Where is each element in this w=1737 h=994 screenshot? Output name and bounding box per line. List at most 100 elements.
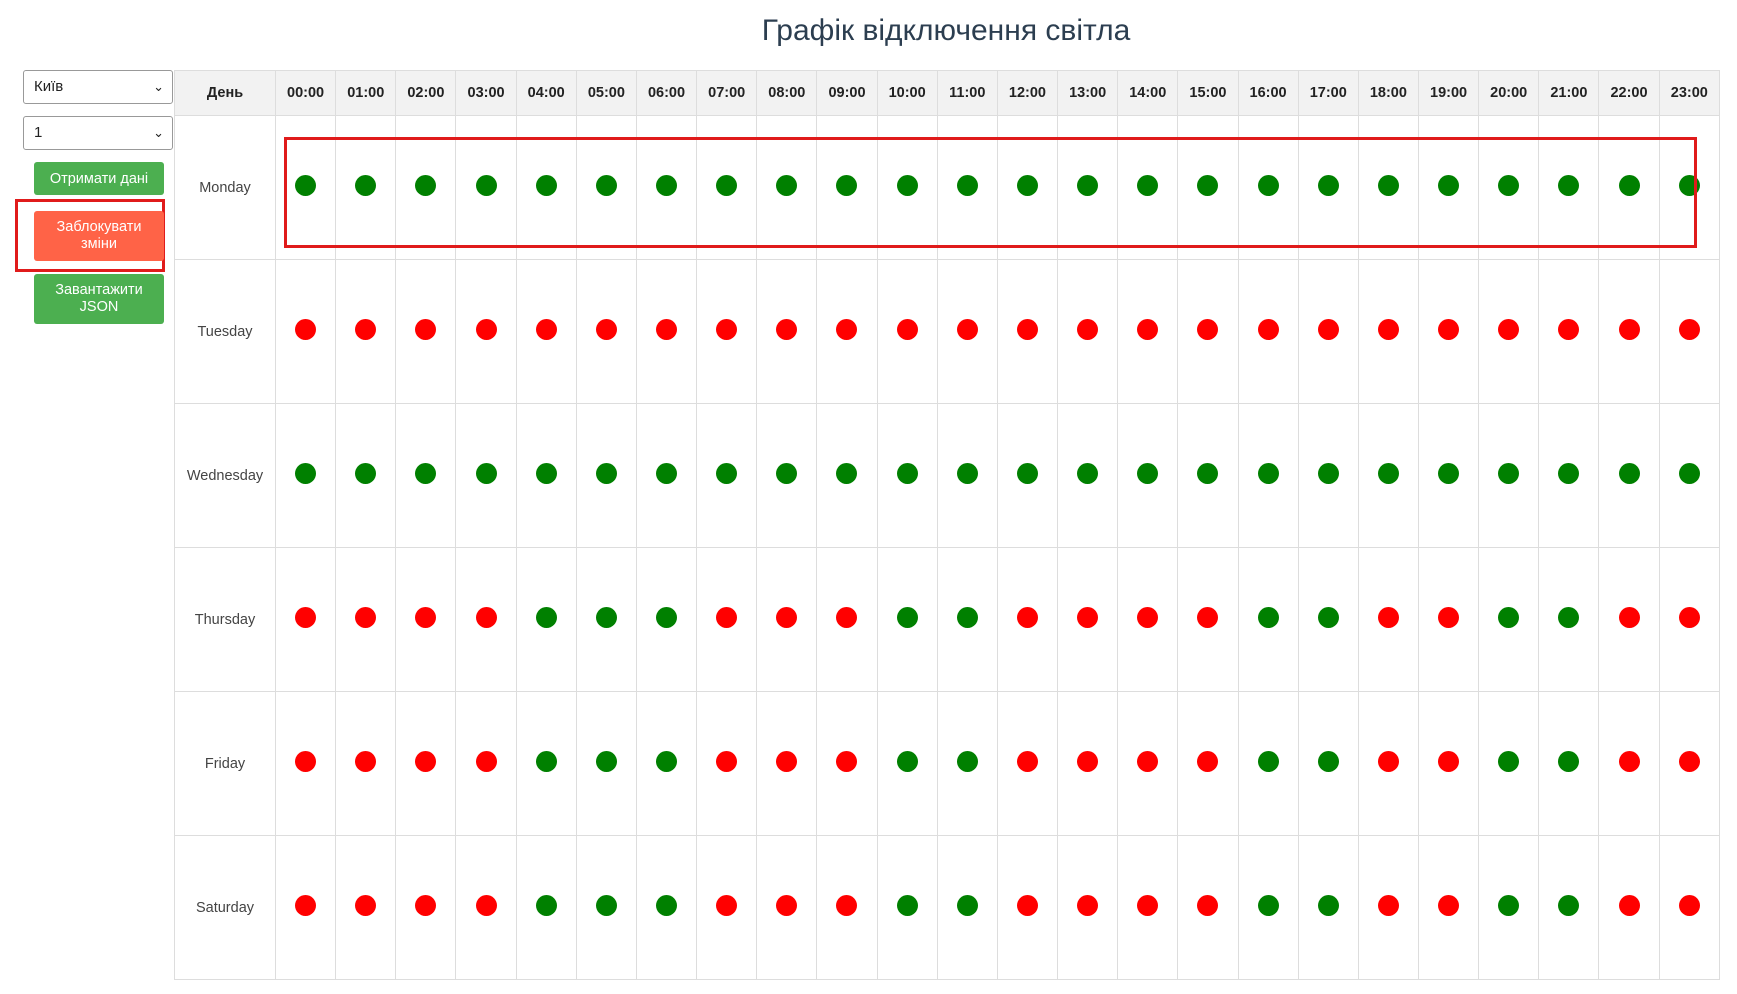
power-off-indicator[interactable] <box>1377 894 1399 916</box>
power-on-indicator[interactable] <box>656 894 678 916</box>
power-off-indicator[interactable] <box>1438 606 1460 628</box>
hour-cell[interactable] <box>1417 835 1480 980</box>
power-off-indicator[interactable] <box>1077 318 1099 340</box>
hour-cell[interactable] <box>876 403 938 548</box>
hour-cell[interactable] <box>876 259 938 404</box>
power-off-indicator[interactable] <box>535 318 557 340</box>
download-json-button[interactable]: Завантажити JSON <box>34 274 164 324</box>
hour-cell[interactable] <box>756 547 818 692</box>
hour-cell[interactable] <box>1117 835 1179 980</box>
power-off-indicator[interactable] <box>1016 750 1038 772</box>
power-off-indicator[interactable] <box>1377 606 1399 628</box>
hour-cell[interactable] <box>876 691 938 836</box>
power-off-indicator[interactable] <box>1618 318 1640 340</box>
power-on-indicator[interactable] <box>1678 462 1700 484</box>
power-off-indicator[interactable] <box>1618 606 1640 628</box>
power-on-indicator[interactable] <box>716 174 738 196</box>
power-on-indicator[interactable] <box>1077 462 1099 484</box>
power-on-indicator[interactable] <box>1257 606 1279 628</box>
hour-cell[interactable] <box>1538 259 1600 404</box>
power-on-indicator[interactable] <box>535 894 557 916</box>
power-off-indicator[interactable] <box>355 750 377 772</box>
power-on-indicator[interactable] <box>295 174 317 196</box>
hour-cell[interactable] <box>575 691 637 836</box>
hour-cell[interactable] <box>635 835 698 980</box>
power-off-indicator[interactable] <box>415 606 437 628</box>
power-off-indicator[interactable] <box>1618 750 1640 772</box>
power-on-indicator[interactable] <box>776 174 798 196</box>
power-off-indicator[interactable] <box>716 318 738 340</box>
hour-cell[interactable] <box>1417 547 1480 692</box>
power-on-indicator[interactable] <box>1498 750 1520 772</box>
power-on-indicator[interactable] <box>656 750 678 772</box>
power-on-indicator[interactable] <box>595 606 617 628</box>
hour-cell[interactable] <box>1598 835 1660 980</box>
hour-cell[interactable] <box>274 547 337 692</box>
hour-cell[interactable] <box>515 115 577 260</box>
power-off-indicator[interactable] <box>295 318 317 340</box>
hour-cell[interactable] <box>575 403 637 548</box>
power-on-indicator[interactable] <box>1317 174 1339 196</box>
power-off-indicator[interactable] <box>1678 894 1700 916</box>
power-on-indicator[interactable] <box>535 750 557 772</box>
hour-cell[interactable] <box>756 259 818 404</box>
power-on-indicator[interactable] <box>1317 462 1339 484</box>
power-on-indicator[interactable] <box>656 462 678 484</box>
hour-cell[interactable] <box>335 115 397 260</box>
hour-cell[interactable] <box>756 835 818 980</box>
hour-cell[interactable] <box>1598 403 1660 548</box>
power-off-indicator[interactable] <box>1377 750 1399 772</box>
power-off-indicator[interactable] <box>836 894 858 916</box>
power-on-indicator[interactable] <box>475 174 497 196</box>
hour-cell[interactable] <box>1237 547 1299 692</box>
power-on-indicator[interactable] <box>1257 174 1279 196</box>
hour-cell[interactable] <box>1538 403 1600 548</box>
power-off-indicator[interactable] <box>1137 606 1159 628</box>
hour-cell[interactable] <box>1117 691 1179 836</box>
hour-cell[interactable] <box>1417 115 1480 260</box>
power-on-indicator[interactable] <box>595 894 617 916</box>
hour-cell[interactable] <box>274 259 337 404</box>
power-off-indicator[interactable] <box>836 606 858 628</box>
power-off-indicator[interactable] <box>1197 750 1219 772</box>
city-select[interactable]: Київ ⌄ <box>23 70 173 104</box>
hour-cell[interactable] <box>1598 115 1660 260</box>
hour-cell[interactable] <box>335 835 397 980</box>
power-on-indicator[interactable] <box>535 606 557 628</box>
hour-cell[interactable] <box>274 691 337 836</box>
power-off-indicator[interactable] <box>776 606 798 628</box>
hour-cell[interactable] <box>1478 259 1540 404</box>
power-on-indicator[interactable] <box>415 462 437 484</box>
power-off-indicator[interactable] <box>1197 894 1219 916</box>
power-on-indicator[interactable] <box>1016 462 1038 484</box>
power-on-indicator[interactable] <box>1618 174 1640 196</box>
power-on-indicator[interactable] <box>896 174 918 196</box>
power-on-indicator[interactable] <box>1257 894 1279 916</box>
hour-cell[interactable] <box>1598 259 1660 404</box>
power-off-indicator[interactable] <box>1438 750 1460 772</box>
hour-cell[interactable] <box>395 547 457 692</box>
hour-cell[interactable] <box>1658 259 1721 404</box>
power-off-indicator[interactable] <box>1137 750 1159 772</box>
hour-cell[interactable] <box>575 259 637 404</box>
power-off-indicator[interactable] <box>896 318 918 340</box>
hour-cell[interactable] <box>455 835 517 980</box>
power-off-indicator[interactable] <box>1678 750 1700 772</box>
power-off-indicator[interactable] <box>1197 606 1219 628</box>
hour-cell[interactable] <box>455 259 517 404</box>
power-on-indicator[interactable] <box>595 462 617 484</box>
hour-cell[interactable] <box>936 547 998 692</box>
power-on-indicator[interactable] <box>956 462 978 484</box>
hour-cell[interactable] <box>455 547 517 692</box>
power-off-indicator[interactable] <box>295 606 317 628</box>
power-off-indicator[interactable] <box>475 318 497 340</box>
hour-cell[interactable] <box>1658 547 1721 692</box>
power-on-indicator[interactable] <box>1558 750 1580 772</box>
power-on-indicator[interactable] <box>415 174 437 196</box>
hour-cell[interactable] <box>335 403 397 548</box>
power-off-indicator[interactable] <box>1618 894 1640 916</box>
power-on-indicator[interactable] <box>1498 606 1520 628</box>
power-on-indicator[interactable] <box>1678 174 1700 196</box>
hour-cell[interactable] <box>756 691 818 836</box>
power-on-indicator[interactable] <box>535 174 557 196</box>
